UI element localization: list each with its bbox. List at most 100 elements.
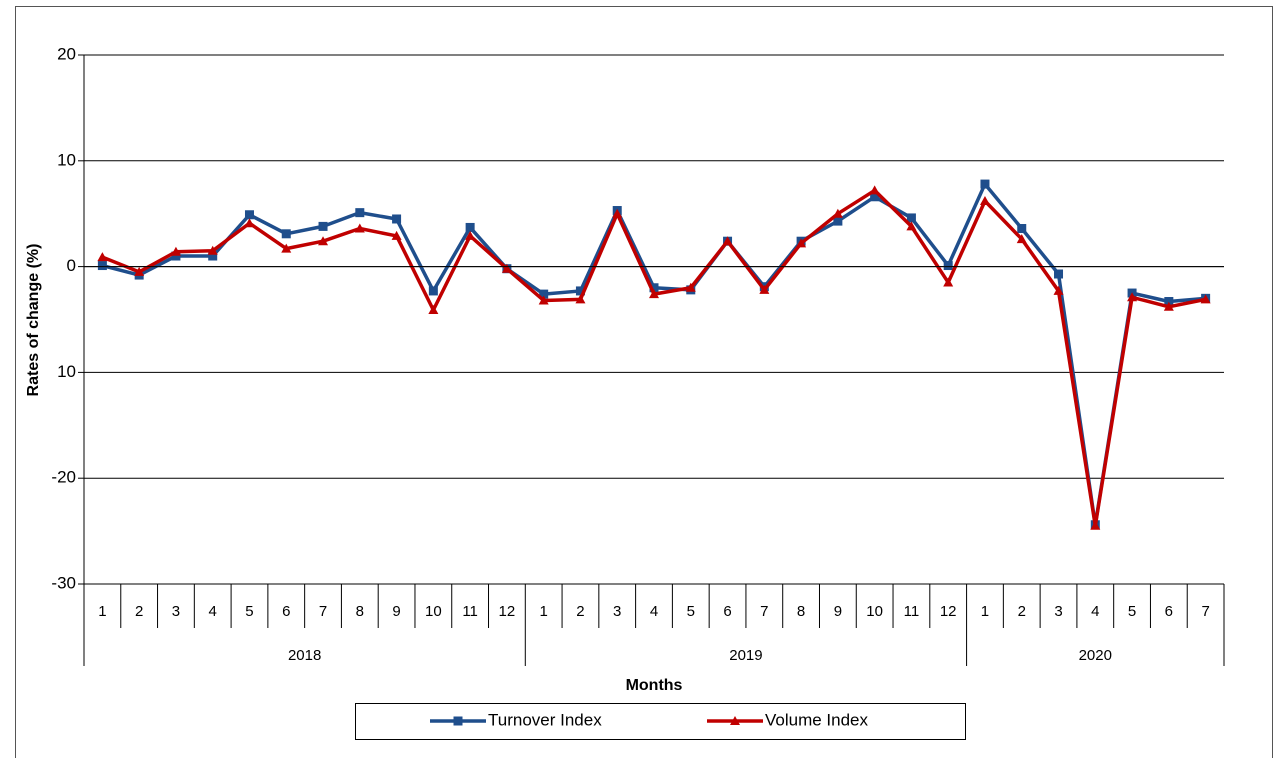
marker (943, 277, 954, 287)
marker (1053, 285, 1064, 295)
x-tick-label: 3 (613, 603, 621, 620)
x-tick-label: 2 (576, 603, 584, 620)
marker (1016, 234, 1027, 244)
marker (171, 251, 181, 261)
x-tick-label: 7 (319, 603, 327, 620)
y-tick-label: 10 (57, 362, 76, 381)
x-tick-label: 9 (834, 603, 842, 620)
year-label: 2020 (1079, 647, 1112, 664)
marker (465, 230, 476, 240)
x-axis-title: Months (626, 677, 683, 694)
marker (97, 261, 107, 271)
marker (1017, 224, 1027, 234)
x-tick-label: 8 (356, 603, 364, 620)
x-tick-label: 11 (904, 603, 920, 620)
x-tick-label: 7 (760, 603, 768, 620)
marker (1054, 269, 1064, 279)
marker (980, 179, 990, 189)
marker (1163, 301, 1174, 311)
x-tick-label: 10 (866, 603, 883, 620)
marker (208, 251, 218, 261)
marker (281, 243, 292, 253)
y-tick-label: 20 (57, 44, 76, 63)
marker (244, 218, 255, 228)
marker (685, 282, 696, 292)
marker (428, 304, 439, 314)
marker (392, 214, 402, 224)
marker (539, 289, 549, 299)
marker (501, 263, 512, 273)
x-tick-label: 10 (425, 603, 442, 620)
marker (428, 286, 438, 296)
marker (1164, 297, 1174, 307)
x-tick-label: 3 (172, 603, 180, 620)
x-tick-label: 12 (499, 603, 516, 620)
marker (1127, 292, 1138, 302)
y-axis-title: Rates of change (%) (25, 244, 42, 397)
marker (318, 221, 328, 231)
marker (355, 208, 365, 218)
marker (943, 261, 953, 271)
marker (134, 266, 145, 276)
marker (1090, 520, 1101, 530)
marker (870, 192, 880, 202)
chart-border (15, 6, 1273, 758)
x-tick-label: 6 (282, 603, 290, 620)
marker (354, 223, 365, 233)
marker (979, 196, 990, 206)
x-tick-label: 7 (1201, 603, 1209, 620)
marker (575, 294, 586, 304)
marker (649, 283, 659, 293)
y-tick-label: -30 (51, 573, 76, 592)
marker (649, 289, 659, 299)
marker (465, 222, 475, 232)
x-tick-label: 1 (98, 603, 106, 620)
y-tick-label: 0 (67, 256, 76, 275)
x-tick-label: 2 (135, 603, 143, 620)
marker (796, 238, 807, 248)
legend-label: Volume Index (765, 710, 869, 729)
marker (612, 208, 623, 218)
year-label: 2018 (288, 647, 321, 664)
x-tick-label: 4 (650, 603, 658, 620)
x-tick-label: 6 (1165, 603, 1173, 620)
x-tick-label: 2 (1018, 603, 1026, 620)
x-tick-label: 4 (1091, 603, 1099, 620)
legend-label: Turnover Index (488, 710, 602, 729)
marker (906, 221, 917, 231)
x-tick-label: 5 (1128, 603, 1136, 620)
marker (869, 185, 880, 195)
marker (318, 236, 329, 246)
x-tick-label: 1 (540, 603, 548, 620)
x-tick-label: 5 (245, 603, 253, 620)
marker (575, 286, 585, 296)
x-tick-label: 11 (462, 603, 478, 620)
marker (759, 284, 770, 294)
marker (391, 230, 402, 240)
x-tick-label: 4 (209, 603, 217, 620)
marker (207, 245, 218, 255)
y-tick-label: -20 (51, 468, 76, 487)
x-tick-label: 6 (723, 603, 731, 620)
marker (170, 246, 181, 256)
legend-marker (730, 716, 740, 725)
year-label: 2019 (729, 647, 762, 664)
y-tick-label: 10 (57, 150, 76, 169)
marker (833, 216, 843, 226)
marker (538, 295, 549, 305)
x-tick-label: 8 (797, 603, 805, 620)
x-tick-label: 5 (687, 603, 695, 620)
marker (244, 210, 254, 220)
marker (1200, 294, 1211, 304)
x-tick-label: 3 (1054, 603, 1062, 620)
marker (906, 213, 916, 223)
legend-marker (453, 716, 463, 726)
x-tick-label: 12 (940, 603, 957, 620)
marker (97, 252, 108, 262)
marker (832, 208, 843, 218)
x-tick-label: 1 (981, 603, 989, 620)
marker (722, 236, 733, 246)
marker (281, 229, 291, 239)
x-tick-label: 9 (392, 603, 400, 620)
